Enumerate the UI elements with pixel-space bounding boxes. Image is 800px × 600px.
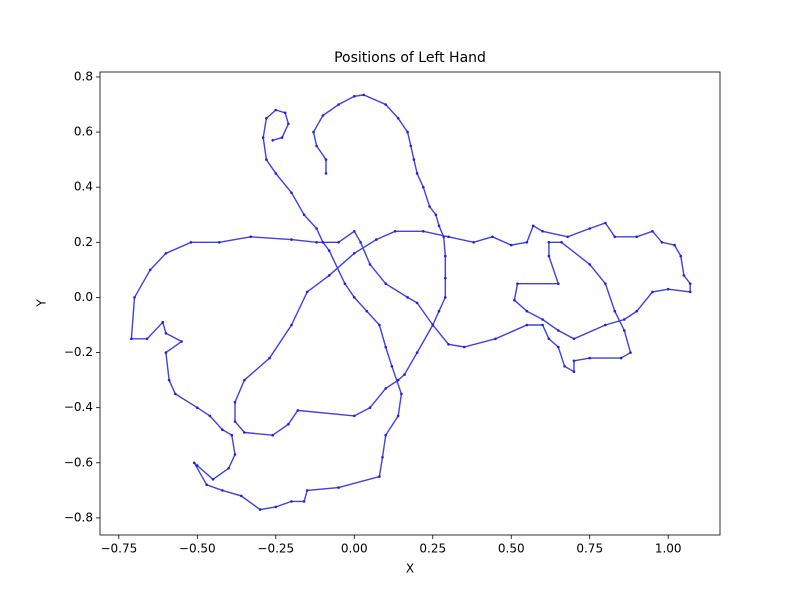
x-tick-label: −0.75: [100, 542, 137, 556]
trajectory-line: [130, 93, 692, 511]
x-tick-label: 1.00: [655, 542, 682, 556]
y-tick-label: 0.6: [74, 125, 93, 139]
y-tick-label: 0.0: [74, 290, 93, 304]
plot-frame: [99, 71, 721, 536]
chart-title: Positions of Left Hand: [334, 50, 486, 66]
y-tick-label: 0.8: [74, 69, 93, 83]
y-tick-label: 0.4: [74, 180, 93, 194]
y-tick-label: −0.4: [64, 400, 93, 414]
x-tick-label: −0.50: [179, 542, 216, 556]
x-axis-label: X: [406, 562, 414, 576]
x-tick-label: 0.75: [576, 542, 603, 556]
y-tick-label: −0.6: [64, 455, 93, 469]
y-tick-label: −0.2: [64, 345, 93, 359]
y-tick-label: −0.8: [64, 510, 93, 524]
y-tick-label: 0.2: [74, 235, 93, 249]
x-tick-label: 0.00: [341, 542, 368, 556]
y-axis-label: Y: [35, 299, 49, 308]
x-tick-label: −0.25: [257, 542, 294, 556]
x-tick-label: 0.50: [498, 542, 525, 556]
x-tick-label: 0.25: [419, 542, 446, 556]
